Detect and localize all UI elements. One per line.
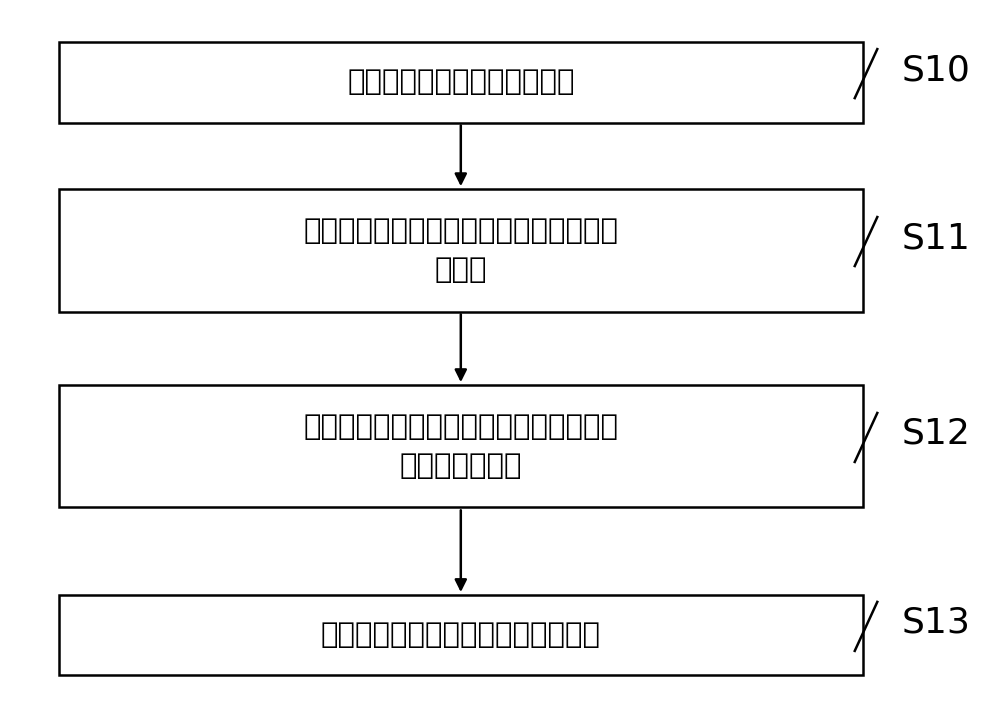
Bar [59,189,863,311]
Bar [59,595,863,675]
Text: S13: S13 [902,606,971,640]
Text: S12: S12 [902,417,971,451]
Text: 获取回转操作稳定性判断参数: 获取回转操作稳定性判断参数 [347,69,575,96]
Text: 将支撑区域划分为第一稳定判断区域和第
二稳定判断区域: 将支撑区域划分为第一稳定判断区域和第 二稳定判断区域 [303,413,618,480]
Text: S11: S11 [902,221,971,255]
Text: 确定工程机械的各支腿位置连线组成的支
撑区域: 确定工程机械的各支腿位置连线组成的支 撑区域 [303,217,618,283]
Text: 判断控制转台执行回转操作的稳定性: 判断控制转台执行回转操作的稳定性 [321,621,601,649]
Text: S10: S10 [902,53,971,87]
Bar [59,385,863,508]
Bar [59,42,863,123]
